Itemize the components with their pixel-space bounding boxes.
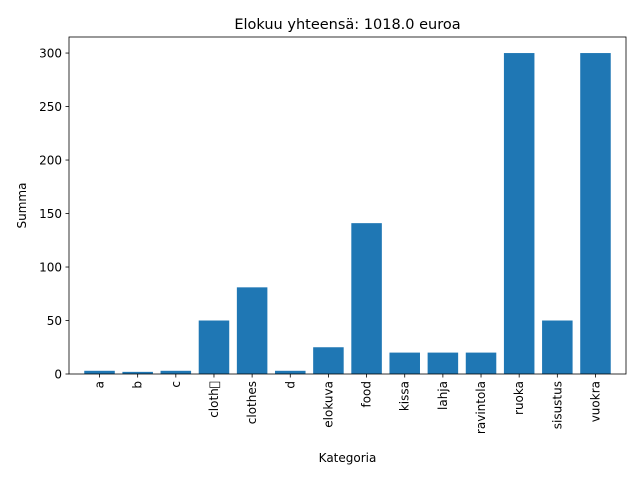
x-axis-title: Kategoria — [319, 451, 377, 465]
bars-group — [84, 53, 611, 375]
x-tick-label: clothes — [245, 381, 259, 424]
bar-8 — [389, 352, 420, 374]
x-tick-label: ravintola — [474, 381, 488, 434]
bar-3 — [198, 320, 230, 374]
bar-4 — [236, 287, 268, 374]
bar-7 — [351, 223, 382, 374]
y-tick-label: 250 — [39, 100, 62, 114]
bar-1 — [122, 371, 153, 374]
bar-12 — [542, 320, 573, 374]
bar-5 — [275, 370, 306, 374]
plot-frame — [68, 36, 627, 375]
chart-title: Elokuu yhteensä: 1018.0 euroa — [234, 17, 460, 33]
y-tick-label: 200 — [39, 154, 62, 168]
bar-13 — [580, 53, 611, 375]
y-tick-label: 50 — [47, 314, 62, 328]
x-tick-label: a — [93, 381, 107, 388]
x-tick-label: lahja — [436, 381, 450, 410]
bar-0 — [84, 370, 115, 374]
bar-11 — [503, 53, 535, 375]
x-tick-label: food — [360, 381, 374, 408]
x-tick-label: kissa — [398, 381, 412, 411]
x-tick-label: cloth  — [207, 381, 221, 418]
x-tick-label: sisustus — [550, 381, 564, 429]
bar-2 — [160, 370, 192, 374]
x-tick-label: d — [283, 381, 297, 389]
bar-9 — [427, 352, 459, 374]
x-tick-label: b — [131, 381, 145, 389]
bar-10 — [465, 352, 497, 374]
y-tick-label: 100 — [39, 261, 62, 275]
x-tick-label: c — [169, 381, 183, 388]
x-axis: a b c cloth  clothes d elokuva food kissa lahja ra… — [93, 374, 602, 434]
x-tick-label: vuokra — [588, 381, 602, 422]
y-axis-title: Summa — [15, 183, 29, 229]
y-tick-label: 300 — [39, 47, 62, 61]
y-axis: 0 50 100 150 200 250 300 — [39, 47, 69, 382]
y-tick-label: 0 — [54, 368, 62, 382]
x-tick-label: ruoka — [512, 381, 526, 415]
y-tick-label: 150 — [39, 207, 62, 221]
bar-6 — [313, 347, 344, 374]
x-tick-label: elokuva — [321, 381, 335, 428]
